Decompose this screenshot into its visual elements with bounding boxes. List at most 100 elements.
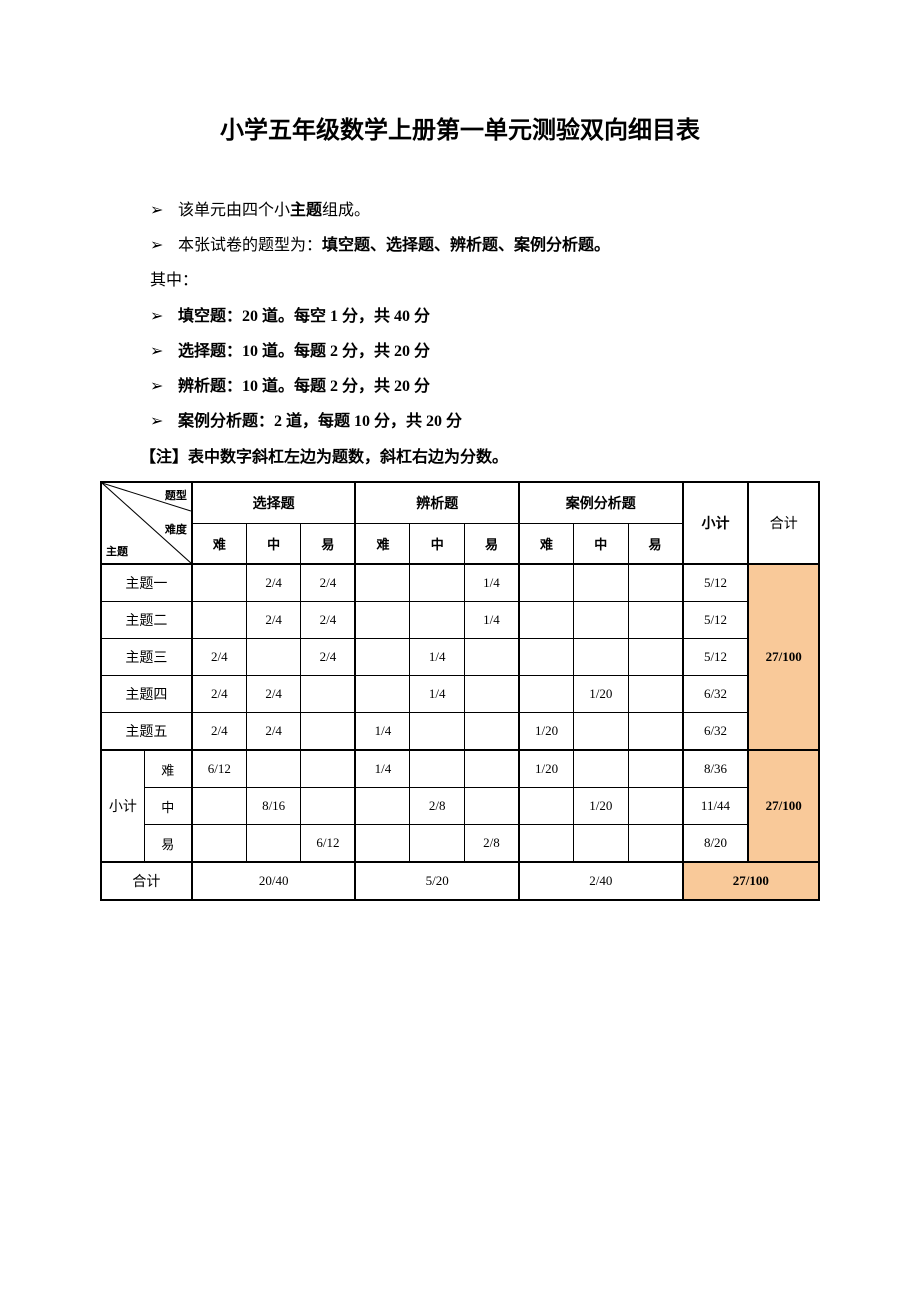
cell <box>628 713 683 751</box>
row-label: 主题五 <box>101 713 192 751</box>
footer-cell: 5/20 <box>355 862 519 900</box>
cell <box>519 602 574 639</box>
bullet-text: 本张试卷的题型为：填空题、选择题、辨析题、案例分析题。 <box>178 228 820 263</box>
bullet-arrow-icon: ➢ <box>150 334 178 369</box>
subtotal-group-label: 小计 <box>101 750 144 862</box>
bullet-item: ➢ 填空题：20 道。每空 1 分，共 40 分 <box>150 299 820 334</box>
corner-label-topic: 主题 <box>106 543 128 559</box>
bullet-text: 填空题：20 道。每空 1 分，共 40 分 <box>178 299 820 334</box>
cell <box>628 676 683 713</box>
group-header: 案例分析题 <box>519 482 683 523</box>
cell <box>519 564 574 602</box>
cell <box>519 676 574 713</box>
row-subtotal: 5/12 <box>683 564 749 602</box>
table-row: 合计 20/40 5/20 2/40 27/100 <box>101 862 819 900</box>
cell <box>355 602 410 639</box>
diff-header: 难 <box>192 523 247 564</box>
row-label: 主题三 <box>101 639 192 676</box>
cell <box>464 713 519 751</box>
cell <box>628 825 683 863</box>
bullet-text: 案例分析题：2 道，每题 10 分，共 20 分 <box>178 404 820 439</box>
row-subtotal: 8/36 <box>683 750 749 788</box>
cell: 2/4 <box>301 564 356 602</box>
cell <box>574 713 629 751</box>
grand-total: 27/100 <box>683 862 819 900</box>
cell <box>192 602 247 639</box>
bullet-text: 该单元由四个小主题组成。 <box>178 193 820 228</box>
cell <box>410 750 465 788</box>
group-header: 选择题 <box>192 482 356 523</box>
cell: 2/4 <box>192 676 247 713</box>
diff-header: 中 <box>246 523 301 564</box>
topics-total: 27/100 <box>748 564 819 750</box>
row-subtotal: 5/12 <box>683 639 749 676</box>
bullet-item: ➢ 辨析题：10 道。每题 2 分，共 20 分 <box>150 369 820 404</box>
bullet-item: ➢ 本张试卷的题型为：填空题、选择题、辨析题、案例分析题。 <box>150 228 820 263</box>
footer-cell: 2/40 <box>519 862 683 900</box>
cell <box>628 750 683 788</box>
row-subtotal: 6/32 <box>683 713 749 751</box>
bullet-item: ➢ 案例分析题：2 道，每题 10 分，共 20 分 <box>150 404 820 439</box>
cell <box>628 639 683 676</box>
table-row: 主题一 2/4 2/4 1/4 5/12 27/100 <box>101 564 819 602</box>
cell: 1/20 <box>574 788 629 825</box>
cell: 2/8 <box>464 825 519 863</box>
cell <box>464 639 519 676</box>
cell <box>301 676 356 713</box>
diff-header: 易 <box>301 523 356 564</box>
bullet-text: 辨析题：10 道。每题 2 分，共 20 分 <box>178 369 820 404</box>
corner-cell: 题型 难度 主题 <box>101 482 192 564</box>
footer-label: 合计 <box>101 862 192 900</box>
cell: 8/16 <box>246 788 301 825</box>
total-header: 合计 <box>748 482 819 564</box>
document-page: 小学五年级数学上册第一单元测验双向细目表 ➢ 该单元由四个小主题组成。 ➢ 本张… <box>0 0 920 1302</box>
cell <box>464 750 519 788</box>
cell: 2/8 <box>410 788 465 825</box>
bullet-list: ➢ 该单元由四个小主题组成。 ➢ 本张试卷的题型为：填空题、选择题、辨析题、案例… <box>150 193 820 439</box>
cell <box>355 676 410 713</box>
row-subtotal: 6/32 <box>683 676 749 713</box>
cell: 1/4 <box>355 750 410 788</box>
cell <box>355 564 410 602</box>
table-row: 易 6/12 2/8 8/20 <box>101 825 819 863</box>
group-header: 辨析题 <box>355 482 519 523</box>
cell: 1/20 <box>574 676 629 713</box>
diff-header: 难 <box>519 523 574 564</box>
cell <box>355 788 410 825</box>
row-subtotal: 5/12 <box>683 602 749 639</box>
page-title: 小学五年级数学上册第一单元测验双向细目表 <box>100 110 820 145</box>
diff-header: 易 <box>628 523 683 564</box>
cell <box>301 713 356 751</box>
cell <box>301 788 356 825</box>
table-row: 主题四 2/4 2/4 1/4 1/20 6/32 <box>101 676 819 713</box>
sub-total: 27/100 <box>748 750 819 862</box>
cell <box>410 564 465 602</box>
subtotal-header: 小计 <box>683 482 749 564</box>
table-row: 主题三 2/4 2/4 1/4 5/12 <box>101 639 819 676</box>
cell: 1/4 <box>410 676 465 713</box>
bullet-arrow-icon: ➢ <box>150 369 178 404</box>
cell <box>355 639 410 676</box>
bullet-arrow-icon: ➢ <box>150 299 178 334</box>
bullet-arrow-icon: ➢ <box>150 193 178 228</box>
footer-cell: 20/40 <box>192 862 356 900</box>
cell: 2/4 <box>246 713 301 751</box>
cell: 1/4 <box>410 639 465 676</box>
cell <box>574 564 629 602</box>
bullet-arrow-icon: ➢ <box>150 404 178 439</box>
row-label: 易 <box>144 825 192 863</box>
cell: 2/4 <box>301 602 356 639</box>
cell: 6/12 <box>301 825 356 863</box>
cell <box>192 825 247 863</box>
row-subtotal: 8/20 <box>683 825 749 863</box>
cell: 1/4 <box>464 564 519 602</box>
bullet-text: 其中： <box>150 263 820 298</box>
cell <box>246 825 301 863</box>
cell <box>410 602 465 639</box>
cell: 2/4 <box>246 564 301 602</box>
cell: 6/12 <box>192 750 247 788</box>
cell <box>410 713 465 751</box>
table-row: 主题二 2/4 2/4 1/4 5/12 <box>101 602 819 639</box>
bullet-item: ➢ 选择题：10 道。每题 2 分，共 20 分 <box>150 334 820 369</box>
cell <box>410 825 465 863</box>
